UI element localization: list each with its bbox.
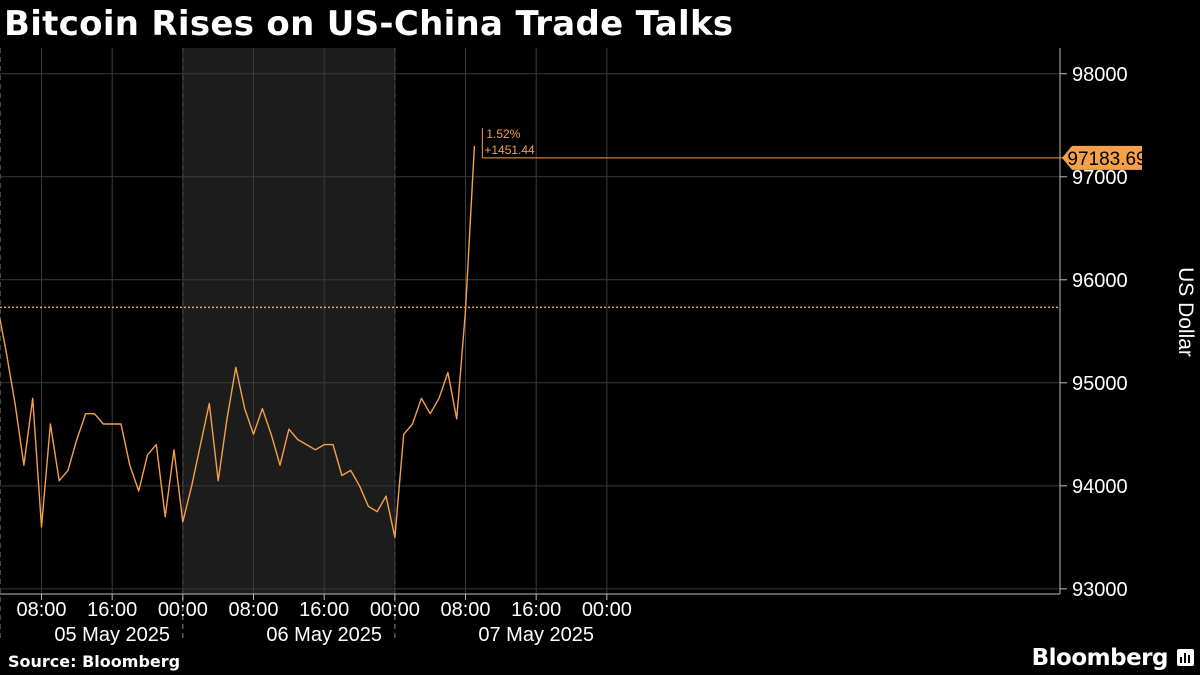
y-tick-label-5: 98000: [1072, 64, 1128, 86]
y-tick-label-1: 94000: [1072, 476, 1128, 498]
x-tick-label-4: 16:00: [299, 599, 349, 621]
date-label-0: 05 May 2025: [54, 624, 170, 646]
bloomberg-chart-icon: [1177, 649, 1194, 666]
x-tick-label-7: 16:00: [511, 599, 561, 621]
y-tick-label-0: 93000: [1072, 579, 1128, 601]
source-note: Source: Bloomberg: [8, 652, 181, 671]
change-abs-label: +1451.44: [484, 143, 535, 157]
x-tick-label-8: 00:00: [582, 599, 632, 621]
shaded-day-band: [182, 48, 395, 594]
y-tick-label-4: 97000: [1072, 167, 1128, 189]
y-tick-label-3: 96000: [1072, 270, 1128, 292]
chart-title: Bitcoin Rises on US-China Trade Talks: [4, 4, 734, 44]
x-tick-label-3: 08:00: [228, 599, 278, 621]
date-label-2: 07 May 2025: [478, 624, 594, 646]
x-tick-label-6: 08:00: [440, 599, 490, 621]
x-tick-label-5: 00:00: [370, 599, 420, 621]
x-tick-label-1: 16:00: [87, 599, 137, 621]
last-value-text: 97183.69: [1067, 149, 1146, 170]
bloomberg-logo: Bloomberg: [1031, 645, 1169, 671]
change-pct-label: 1.52%: [486, 127, 520, 141]
x-tick-label-2: 00:00: [158, 599, 208, 621]
y-tick-label-2: 95000: [1072, 373, 1128, 395]
last-value-tag: [1062, 145, 1142, 170]
y-axis-label: US Dollar: [1174, 267, 1197, 357]
date-label-1: 06 May 2025: [266, 624, 382, 646]
x-tick-label-0: 08:00: [16, 599, 66, 621]
price-line: [0, 145, 476, 538]
